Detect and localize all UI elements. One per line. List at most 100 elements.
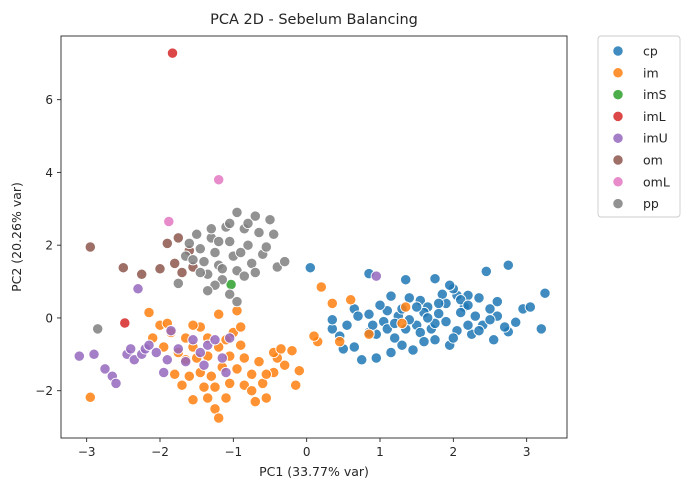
point-im-42 — [209, 381, 221, 393]
legend-label-pp: pp — [643, 196, 659, 211]
x-tick-label: 1 — [376, 445, 384, 459]
point-im-33 — [279, 359, 291, 371]
point-cp-63 — [455, 306, 467, 319]
legend-item-imS: imS — [612, 87, 667, 102]
legend-label-cp: cp — [643, 44, 658, 59]
x-tick-label: 3 — [523, 445, 531, 459]
point-im-0 — [84, 391, 96, 403]
point-im-53 — [326, 297, 338, 310]
point-cp-20 — [385, 346, 397, 359]
point-cp-74 — [411, 301, 423, 313]
point-pp-13 — [224, 235, 236, 248]
point-om-3 — [154, 263, 166, 275]
point-pp-4 — [191, 228, 203, 240]
point-im-57 — [396, 317, 408, 330]
series-imU — [73, 270, 382, 390]
point-im-39 — [253, 355, 265, 368]
point-cp-40 — [469, 310, 481, 322]
legend-marker-omL — [612, 176, 624, 188]
point-imU-6 — [125, 343, 137, 355]
point-cp-17 — [429, 334, 441, 346]
legend-item-pp: pp — [612, 196, 659, 211]
point-imU-14 — [161, 354, 173, 366]
point-cp-2 — [400, 274, 412, 286]
point-im-17 — [205, 370, 217, 382]
point-om-5 — [172, 232, 184, 244]
legend-item-imL: imL — [612, 109, 666, 124]
point-cp-78 — [462, 299, 474, 311]
point-pp-1 — [172, 277, 184, 290]
point-cp-56 — [462, 319, 474, 331]
legend-item-om: om — [612, 153, 663, 168]
series-omL — [163, 174, 225, 228]
point-pp-16 — [231, 206, 243, 219]
point-cp-0 — [304, 262, 316, 274]
point-cp-44 — [440, 315, 452, 328]
point-imU-22 — [209, 334, 221, 346]
point-pp-21 — [253, 226, 265, 239]
point-cp-65 — [418, 335, 430, 348]
point-cp-28 — [326, 314, 338, 326]
point-im-12 — [187, 394, 199, 406]
series-om — [84, 232, 199, 280]
legend-item-omL: omL — [612, 174, 670, 189]
point-pp-18 — [242, 239, 254, 251]
point-pp-34 — [216, 263, 228, 275]
point-cp-26 — [341, 319, 353, 331]
point-cp-30 — [363, 308, 375, 320]
point-im-26 — [231, 363, 243, 375]
legend-marker-pp — [612, 197, 624, 210]
legend-label-im: im — [643, 65, 659, 80]
point-cp-61 — [374, 299, 386, 311]
point-pp-41 — [242, 217, 254, 230]
point-im-58 — [400, 301, 412, 313]
point-im-62 — [183, 370, 195, 382]
point-cp-5 — [502, 259, 514, 271]
legend-item-im: im — [612, 65, 659, 80]
point-cp-72 — [444, 279, 456, 291]
point-pp-24 — [264, 214, 276, 226]
point-pp-0 — [92, 323, 104, 335]
point-im-54 — [334, 335, 346, 348]
point-om-8 — [176, 266, 188, 279]
legend-marker-imL — [612, 110, 624, 123]
point-cp-21 — [389, 332, 401, 344]
point-cp-23 — [356, 354, 368, 366]
legend-marker-imU — [612, 132, 624, 144]
point-pp-32 — [187, 254, 199, 266]
point-im-11 — [176, 379, 188, 391]
point-cp-36 — [433, 307, 445, 320]
point-imU-17 — [180, 355, 192, 368]
point-imU-0 — [73, 350, 85, 362]
point-cp-18 — [407, 344, 419, 356]
point-imU-11 — [143, 339, 155, 351]
point-im-59 — [308, 330, 320, 342]
legend-label-omL: omL — [643, 174, 670, 189]
y-tick-label: 0 — [45, 311, 53, 325]
point-imU-20 — [198, 359, 210, 371]
y-axis-ticks: −2 0 2 4 6 — [35, 93, 61, 398]
legend-marker-im — [612, 67, 624, 79]
point-im-37 — [290, 379, 302, 391]
point-im-13 — [202, 392, 214, 404]
point-cp-68 — [433, 297, 445, 310]
point-imU-8 — [132, 283, 144, 295]
point-imU-2 — [99, 363, 111, 375]
point-im-16 — [220, 392, 232, 404]
point-pp-3 — [183, 237, 195, 250]
point-pp-31 — [202, 285, 214, 297]
point-imU-15 — [165, 325, 177, 337]
point-om-0 — [84, 241, 96, 253]
point-pp-6 — [198, 255, 210, 268]
point-im-55 — [345, 294, 357, 306]
point-imU-24 — [220, 366, 232, 379]
point-im-10 — [169, 368, 181, 380]
point-imU-16 — [172, 343, 184, 355]
legend-marker-cp — [612, 45, 624, 57]
point-im-35 — [286, 345, 298, 357]
point-cp-42 — [484, 303, 496, 315]
legend: cp im imS imL imU om omL pp — [597, 35, 681, 218]
x-axis-label: PC1 (33.77% var) — [259, 464, 369, 479]
series-cp — [304, 259, 551, 366]
